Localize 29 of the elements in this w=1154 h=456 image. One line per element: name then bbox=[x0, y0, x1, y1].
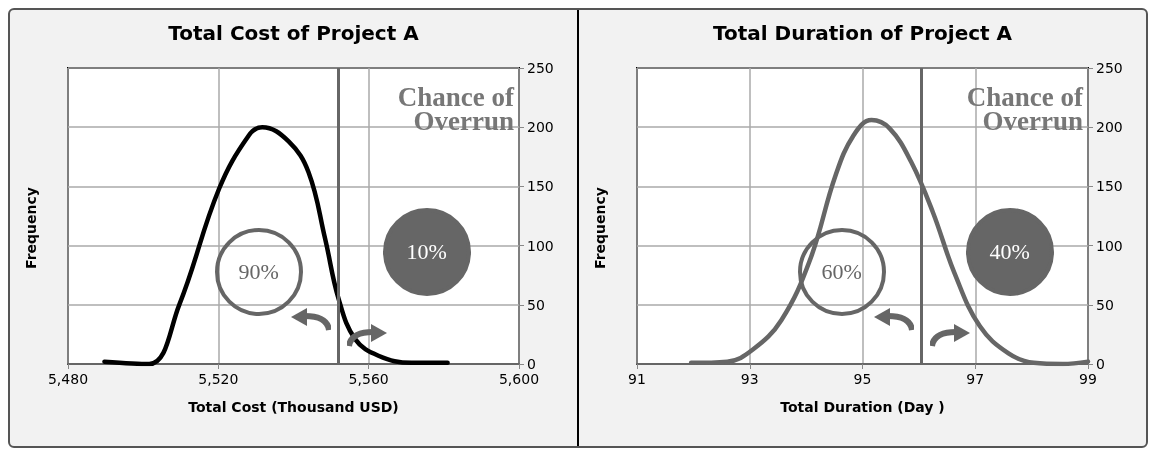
x-tick-label: 95 bbox=[853, 371, 872, 387]
y-tick-label: 50 bbox=[1096, 296, 1114, 313]
x-axis-title: Total Cost (Thousand USD) bbox=[188, 399, 399, 415]
y-tick-label: 0 bbox=[527, 356, 536, 372]
y-axis-title: Frequency bbox=[592, 187, 608, 269]
annotation: Chance of Overrun bbox=[965, 82, 1083, 136]
y-tick-label: 150 bbox=[527, 178, 554, 195]
x-tick-label: 5,520 bbox=[198, 371, 239, 387]
x-tick-label: 91 bbox=[628, 371, 646, 387]
x-tick-label: 5,480 bbox=[47, 371, 89, 387]
x-tick-label: 97 bbox=[966, 371, 985, 387]
y-axis-title: Frequency bbox=[23, 187, 39, 269]
y-tick-label: 100 bbox=[527, 237, 554, 254]
x-tick-label: 99 bbox=[1079, 371, 1097, 387]
annotation: Chance of Overrun bbox=[396, 82, 514, 136]
y-tick-label: 250 bbox=[1096, 60, 1123, 76]
x-tick-label: 5,560 bbox=[348, 371, 389, 387]
x-tick-label: 5,600 bbox=[498, 371, 540, 387]
x-tick-label: 93 bbox=[740, 371, 759, 387]
y-tick-label: 200 bbox=[527, 119, 554, 136]
x-axis-title: Total Duration (Day ) bbox=[780, 399, 945, 415]
y-tick-label: 50 bbox=[527, 296, 545, 313]
y-tick-label: 150 bbox=[1096, 178, 1123, 195]
y-tick-label: 100 bbox=[1096, 237, 1123, 254]
chart-title: Total Duration of Project A bbox=[712, 21, 1013, 45]
y-tick-label: 250 bbox=[527, 60, 554, 76]
chart-title: Total Cost of Project A bbox=[168, 21, 420, 45]
y-tick-label: 0 bbox=[1096, 356, 1105, 372]
y-tick-label: 200 bbox=[1096, 119, 1123, 136]
